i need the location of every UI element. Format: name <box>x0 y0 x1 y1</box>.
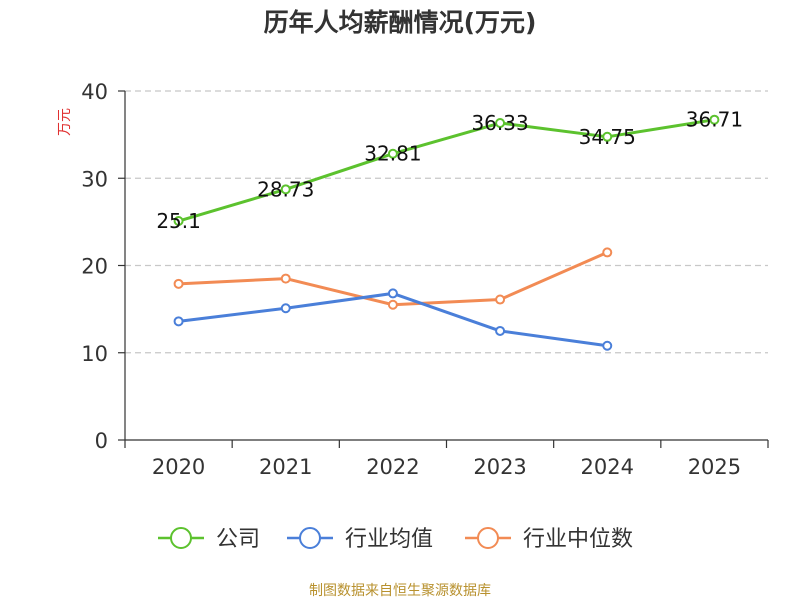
legend-label-0: 公司 <box>216 527 260 552</box>
y-tick-label: 10 <box>81 342 108 366</box>
series-1-point <box>495 325 506 336</box>
y-tick-label: 30 <box>81 167 108 191</box>
y-axis-label: 万元 <box>57 108 73 136</box>
series-0-point <box>173 216 184 227</box>
series-0-point <box>495 118 506 129</box>
x-tick-label: 2024 <box>581 455 634 479</box>
series-2-point <box>173 278 184 289</box>
series-0-data-label: 28.73 <box>257 177 314 201</box>
series-2-point <box>280 273 291 284</box>
series-1-point <box>387 288 398 299</box>
chart-title: 历年人均薪酬情况(万元) <box>264 8 537 37</box>
axes: 0 10 20 30 40 2020 2021 2022 2023 2024 2025 <box>81 80 769 479</box>
x-tick-label: 2023 <box>473 455 526 479</box>
legend: 公司 行业均值 行业中位数 <box>158 527 633 552</box>
series-1-point <box>602 340 613 351</box>
series-0-line <box>178 118 715 223</box>
series-0-point <box>280 184 291 195</box>
y-tick-label: 20 <box>81 255 108 279</box>
y-tick-label: 40 <box>81 80 108 104</box>
series-0-data-label: 25.1 <box>156 209 201 233</box>
series-2-point <box>387 299 398 310</box>
series-0-data-label: 34.75 <box>579 125 636 149</box>
series-layer <box>173 114 720 351</box>
legend-label-2: 行业中位数 <box>523 527 633 552</box>
legend-label-1: 行业均值 <box>345 527 433 552</box>
x-tick-label: 2025 <box>688 455 741 479</box>
series-2-point <box>602 247 613 258</box>
series-0-data-label: 32.81 <box>364 142 421 166</box>
x-tick-label: 2020 <box>152 455 205 479</box>
x-tick-label: 2022 <box>366 455 419 479</box>
series-0-point <box>387 148 398 159</box>
series-0-point <box>602 131 613 142</box>
series-2-point <box>495 294 506 305</box>
x-tick-label: 2021 <box>259 455 312 479</box>
data-labels: 25.1 28.73 32.81 36.33 34.75 36.71 <box>156 108 743 233</box>
series-1-point <box>280 303 291 314</box>
series-0-data-label: 36.33 <box>471 111 528 135</box>
series-1-point <box>173 316 184 327</box>
series-0-data-label: 36.71 <box>686 108 743 132</box>
source-note: 制图数据来自恒生聚源数据库 <box>309 583 491 599</box>
y-tick-label: 0 <box>95 429 108 453</box>
legend-marker-0 <box>170 527 192 549</box>
gridlines <box>125 90 768 354</box>
series-0-point <box>709 114 720 125</box>
legend-marker-2 <box>477 527 499 549</box>
legend-marker-1 <box>299 527 321 549</box>
